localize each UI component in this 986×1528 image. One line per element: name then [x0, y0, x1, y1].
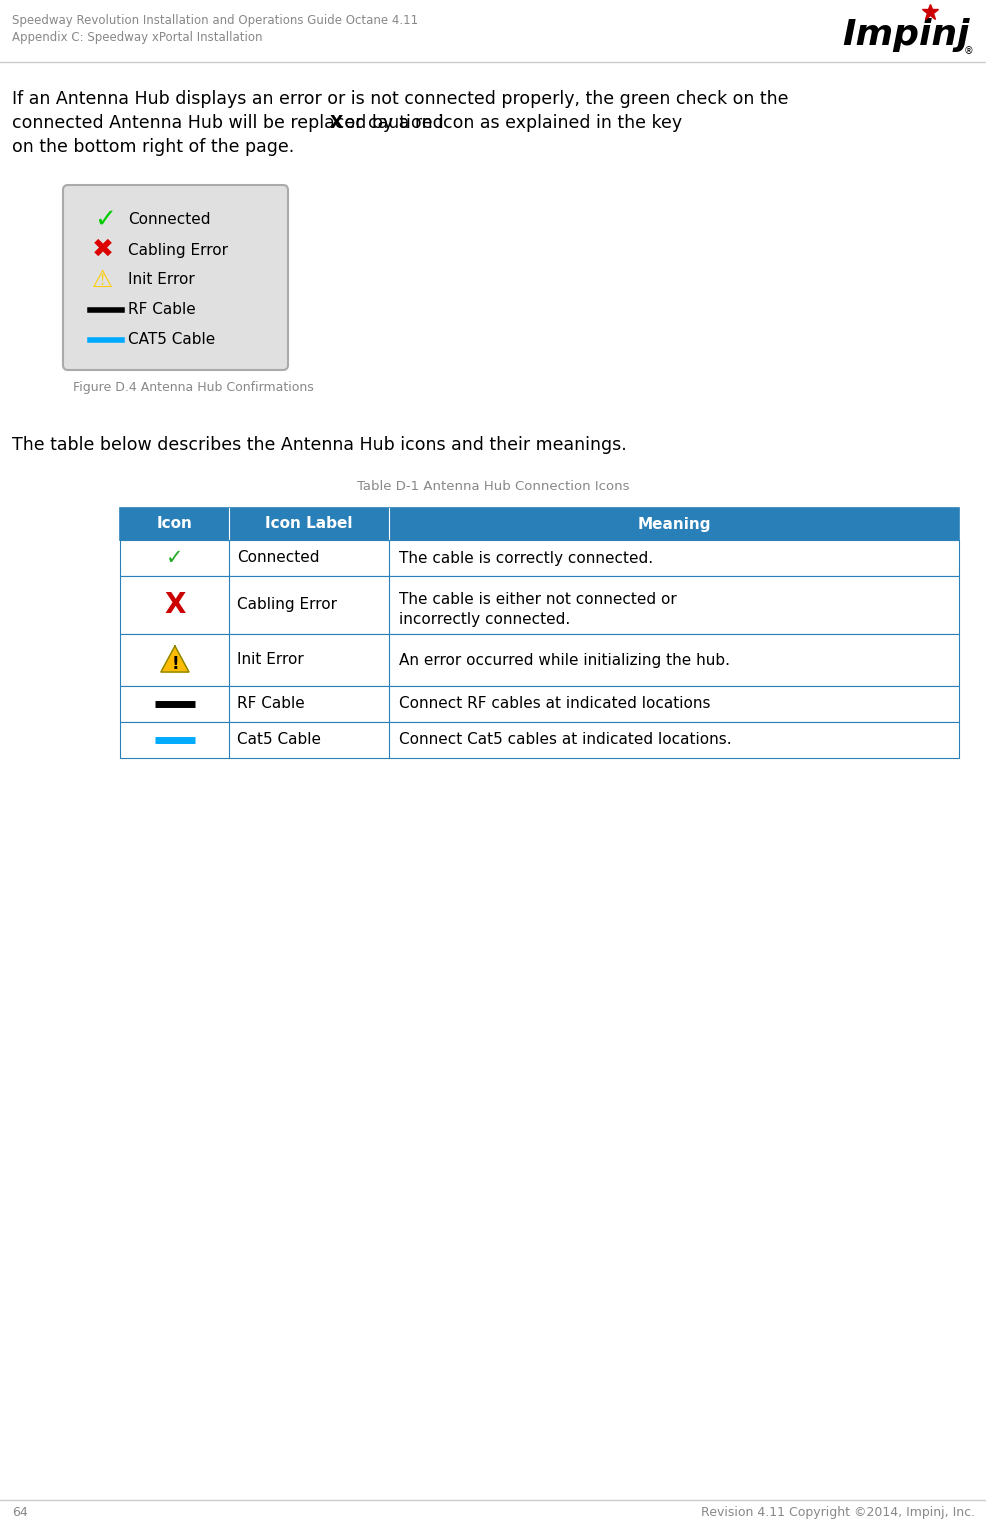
Text: RF Cable: RF Cable [128, 303, 195, 318]
FancyBboxPatch shape [63, 185, 288, 370]
Text: Init Error: Init Error [128, 272, 194, 287]
Text: Icon: Icon [157, 516, 192, 532]
Text: ✖: ✖ [92, 237, 114, 263]
Bar [120, 723, 958, 758]
Bar [120, 539, 958, 576]
Text: connected Antenna Hub will be replaced by a red: connected Antenna Hub will be replaced b… [12, 115, 449, 131]
Bar [120, 507, 958, 539]
Text: The cable is either not connected or: The cable is either not connected or [398, 593, 676, 607]
Polygon shape [161, 646, 188, 672]
Text: Icon Label: Icon Label [265, 516, 353, 532]
Text: ✓: ✓ [166, 549, 183, 568]
Text: Cat5 Cable: Cat5 Cable [238, 732, 321, 747]
Text: incorrectly connected.: incorrectly connected. [398, 613, 570, 626]
Bar [120, 634, 958, 686]
Text: 64: 64 [12, 1507, 28, 1519]
Text: CAT5 Cable: CAT5 Cable [128, 333, 215, 347]
Text: Cabling Error: Cabling Error [128, 243, 228, 258]
Text: Connect RF cables at indicated locations: Connect RF cables at indicated locations [398, 697, 710, 712]
Text: An error occurred while initializing the hub.: An error occurred while initializing the… [398, 652, 729, 668]
Text: RF Cable: RF Cable [238, 697, 305, 712]
Text: Revision 4.11 Copyright ©2014, Impinj, Inc.: Revision 4.11 Copyright ©2014, Impinj, I… [700, 1507, 974, 1519]
Text: The table below describes the Antenna Hub icons and their meanings.: The table below describes the Antenna Hu… [12, 435, 626, 454]
Text: or caution icon as explained in the key: or caution icon as explained in the key [338, 115, 681, 131]
Bar [120, 576, 958, 634]
Text: Connect Cat5 cables at indicated locations.: Connect Cat5 cables at indicated locatio… [398, 732, 731, 747]
Text: on the bottom right of the page.: on the bottom right of the page. [12, 138, 294, 156]
Text: If an Antenna Hub displays an error or is not connected properly, the green chec: If an Antenna Hub displays an error or i… [12, 90, 788, 108]
Text: Init Error: Init Error [238, 652, 304, 668]
Text: Cabling Error: Cabling Error [238, 597, 337, 613]
Text: X: X [164, 591, 185, 619]
Text: Figure D.4 Antenna Hub Confirmations: Figure D.4 Antenna Hub Confirmations [73, 380, 314, 394]
Text: Meaning: Meaning [637, 516, 710, 532]
Text: Connected: Connected [238, 550, 319, 565]
Bar [120, 686, 958, 723]
Text: ✓: ✓ [94, 206, 116, 232]
Text: Impinj: Impinj [842, 18, 969, 52]
Text: Connected: Connected [128, 212, 210, 228]
Text: !: ! [171, 656, 178, 672]
Text: Appendix C: Speedway xPortal Installation: Appendix C: Speedway xPortal Installatio… [12, 31, 262, 44]
Text: ⚠: ⚠ [92, 267, 113, 292]
Text: The cable is correctly connected.: The cable is correctly connected. [398, 550, 653, 565]
Text: Speedway Revolution Installation and Operations Guide Octane 4.11: Speedway Revolution Installation and Ope… [12, 14, 418, 28]
Text: ®: ® [962, 46, 972, 57]
Text: X: X [329, 115, 343, 131]
Text: Table D-1 Antenna Hub Connection Icons: Table D-1 Antenna Hub Connection Icons [357, 480, 629, 494]
